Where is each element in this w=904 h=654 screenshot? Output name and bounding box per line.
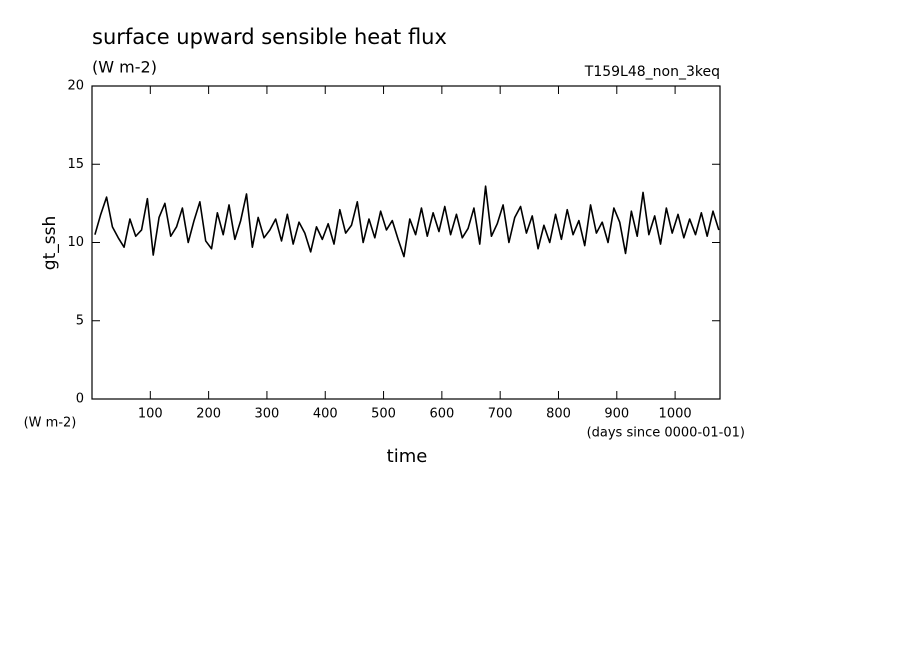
annotation: T159L48_non_3keq (584, 64, 720, 80)
x-tick-label: 800 (546, 407, 571, 422)
x-tick-label: 200 (196, 407, 221, 422)
x-tick-label: 100 (138, 407, 163, 422)
chart-title: surface upward sensible heat flux (92, 25, 447, 49)
x-tick-label: 700 (488, 407, 513, 422)
x-tick-label: 400 (313, 407, 338, 422)
x-tick-label: 1000 (659, 407, 692, 422)
x-tick-label: 300 (255, 407, 280, 422)
y-tick-label: 20 (67, 79, 84, 94)
x-tick-label: 600 (429, 407, 454, 422)
data-line (94, 185, 720, 258)
x-axis-units: (days since 0000-01-01) (587, 426, 745, 441)
y-axis-units: (W m-2) (24, 416, 77, 431)
x-tick-label: 500 (371, 407, 396, 422)
x-axis-label: time (387, 446, 428, 467)
chart-subtitle: (W m-2) (92, 58, 157, 77)
x-tick-label: 900 (604, 407, 629, 422)
y-axis-label: gt_ssh (40, 216, 60, 270)
y-tick-label: 0 (76, 392, 84, 407)
y-tick-label: 15 (67, 157, 84, 172)
y-tick-label: 10 (67, 235, 84, 250)
y-tick-label: 5 (76, 313, 84, 328)
